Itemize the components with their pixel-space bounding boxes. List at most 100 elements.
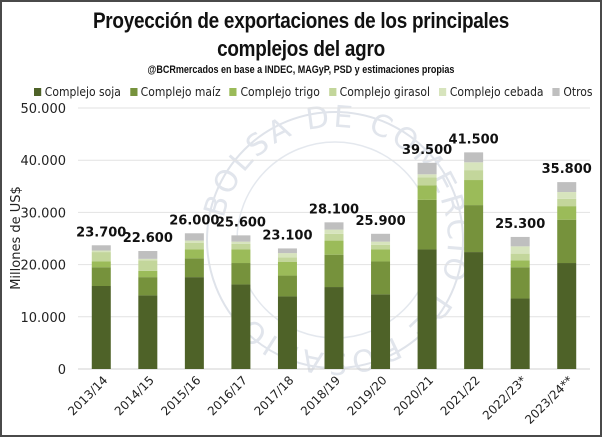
bar-stack: [371, 233, 391, 369]
x-tick-label: 2019/20: [345, 373, 390, 418]
bar-segment-complejo-maiz: [417, 199, 437, 250]
bar-segment-complejo-trigo: [138, 270, 158, 278]
bar-segment-complejo-soja: [510, 298, 530, 369]
bar-segment-complejo-maiz: [91, 267, 111, 287]
bar-segment-complejo-cebada: [464, 162, 484, 171]
bar-segment-complejo-cebada: [231, 241, 251, 244]
bar-stack: [464, 152, 484, 369]
bar-segment-complejo-soja: [417, 249, 437, 369]
legend-swatch: [34, 88, 42, 96]
y-axis-label: Millones de US$: [9, 186, 24, 290]
legend-label: Complejo maíz: [140, 85, 221, 99]
bar-segment-complejo-maiz: [231, 263, 251, 285]
x-tick-label: 2021/22: [438, 373, 483, 418]
bar-segment-complejo-girasol: [557, 198, 577, 207]
x-tick-label: 2022/23*: [480, 373, 529, 422]
bar-segment-otros: [231, 235, 251, 242]
bar-segment-complejo-maiz: [557, 219, 577, 264]
total-label: 23.100: [262, 228, 312, 243]
bar-segment-complejo-girasol: [91, 252, 111, 262]
y-tick-label: 30.000: [21, 206, 67, 221]
bar-segment-complejo-maiz: [464, 205, 484, 253]
legend: Complejo soja Complejo maíz Complejo trigo…: [34, 85, 593, 99]
legend-item: Complejo maíz: [129, 85, 221, 99]
legend-item: Otros: [552, 85, 593, 99]
y-tick-label: 20.000: [21, 259, 67, 274]
x-tick-label: 2020/21: [391, 373, 436, 418]
bar-segment-complejo-girasol: [277, 257, 297, 262]
bar-segment-otros: [464, 152, 484, 163]
chart-subtitle: @BCRmercados en base a INDEC, MAGyP, PSD…: [147, 64, 455, 76]
legend-label: Complejo trigo: [240, 85, 320, 99]
x-tick-label: 2014/15: [112, 373, 157, 418]
bar-segment-otros: [91, 245, 111, 251]
chart-title-line1: Proyección de exportaciones de los princ…: [92, 8, 510, 33]
bar-segment-complejo-girasol: [464, 170, 484, 181]
bar-segment-otros: [138, 251, 158, 259]
total-label: 41.500: [449, 132, 499, 147]
total-label: 25.600: [216, 215, 266, 230]
legend-swatch: [552, 88, 560, 96]
bar-segment-complejo-cebada: [184, 240, 204, 243]
x-tick-label: 2023/24**: [522, 373, 576, 427]
bar-segment-complejo-soja: [91, 286, 111, 369]
total-label: 28.100: [309, 202, 359, 217]
bar-segment-complejo-girasol: [138, 260, 158, 271]
legend-swatch: [129, 88, 138, 96]
bar-segment-complejo-trigo: [277, 261, 297, 276]
bar-segment-complejo-girasol: [417, 177, 437, 186]
bar-segment-otros: [371, 233, 391, 242]
bar-segment-complejo-maiz: [138, 277, 158, 296]
bar-segment-complejo-maiz: [184, 258, 204, 278]
bar-segment-complejo-girasol: [371, 244, 391, 250]
bar-segment-otros: [557, 182, 577, 193]
x-tick-label: 2013/14: [65, 373, 110, 418]
bar-segment-complejo-girasol: [184, 242, 204, 250]
bar-segment-complejo-trigo: [231, 249, 251, 264]
bar-segment-complejo-trigo: [184, 249, 204, 259]
x-tick-label: 2016/17: [205, 373, 250, 418]
bar-stack: [277, 248, 297, 369]
bar-segment-complejo-trigo: [510, 260, 530, 268]
bar-segment-complejo-cebada: [510, 246, 530, 254]
bar-segment-complejo-trigo: [557, 206, 577, 220]
bar-segment-complejo-maiz: [371, 261, 391, 295]
total-label: 39.500: [402, 143, 452, 158]
bar-segment-complejo-girasol: [231, 243, 251, 250]
bar-segment-complejo-girasol: [324, 233, 344, 241]
bar-stack: [510, 236, 530, 369]
x-tick-label: 2015/16: [158, 373, 203, 418]
legend-label: Complejo cebada: [449, 85, 544, 99]
total-label: 22.600: [123, 231, 173, 246]
bar-segment-otros: [324, 222, 344, 230]
bar-segment-complejo-cebada: [557, 192, 577, 199]
bar-segment-complejo-girasol: [510, 253, 530, 261]
total-label: 35.800: [542, 162, 592, 177]
bar-stack: [557, 182, 577, 369]
legend-item: Complejo trigo: [229, 85, 320, 99]
legend-swatch: [439, 88, 447, 96]
y-tick-label: 40.000: [21, 154, 67, 169]
bar-segment-complejo-trigo: [417, 185, 437, 200]
bar-segment-complejo-cebada: [277, 253, 297, 258]
bar-segment-otros: [184, 233, 204, 241]
bar-segment-complejo-cebada: [91, 250, 111, 253]
bar-segment-complejo-trigo: [464, 180, 484, 206]
x-tick-label: 2018/19: [298, 373, 343, 418]
bar-stack: [138, 251, 158, 369]
total-label: 23.700: [76, 225, 126, 240]
bar-stack: [324, 222, 344, 369]
bars: [91, 152, 577, 369]
bar-segment-complejo-soja: [557, 263, 577, 369]
x-tick-label: 2017/18: [251, 373, 296, 418]
bar-segment-complejo-trigo: [371, 249, 391, 262]
y-axis-ticks: 0 10.000 20.000 30.000 40.000 50.000: [21, 102, 67, 378]
legend-item: Complejo cebada: [439, 85, 544, 99]
bar-segment-complejo-maiz: [510, 267, 530, 299]
bar-stack: [417, 162, 437, 369]
bar-segment-otros: [417, 162, 437, 175]
bar-segment-complejo-soja: [371, 294, 391, 369]
legend-item: Complejo girasol: [328, 85, 430, 99]
total-label: 25.300: [495, 217, 545, 232]
bar-stack: [231, 235, 251, 369]
